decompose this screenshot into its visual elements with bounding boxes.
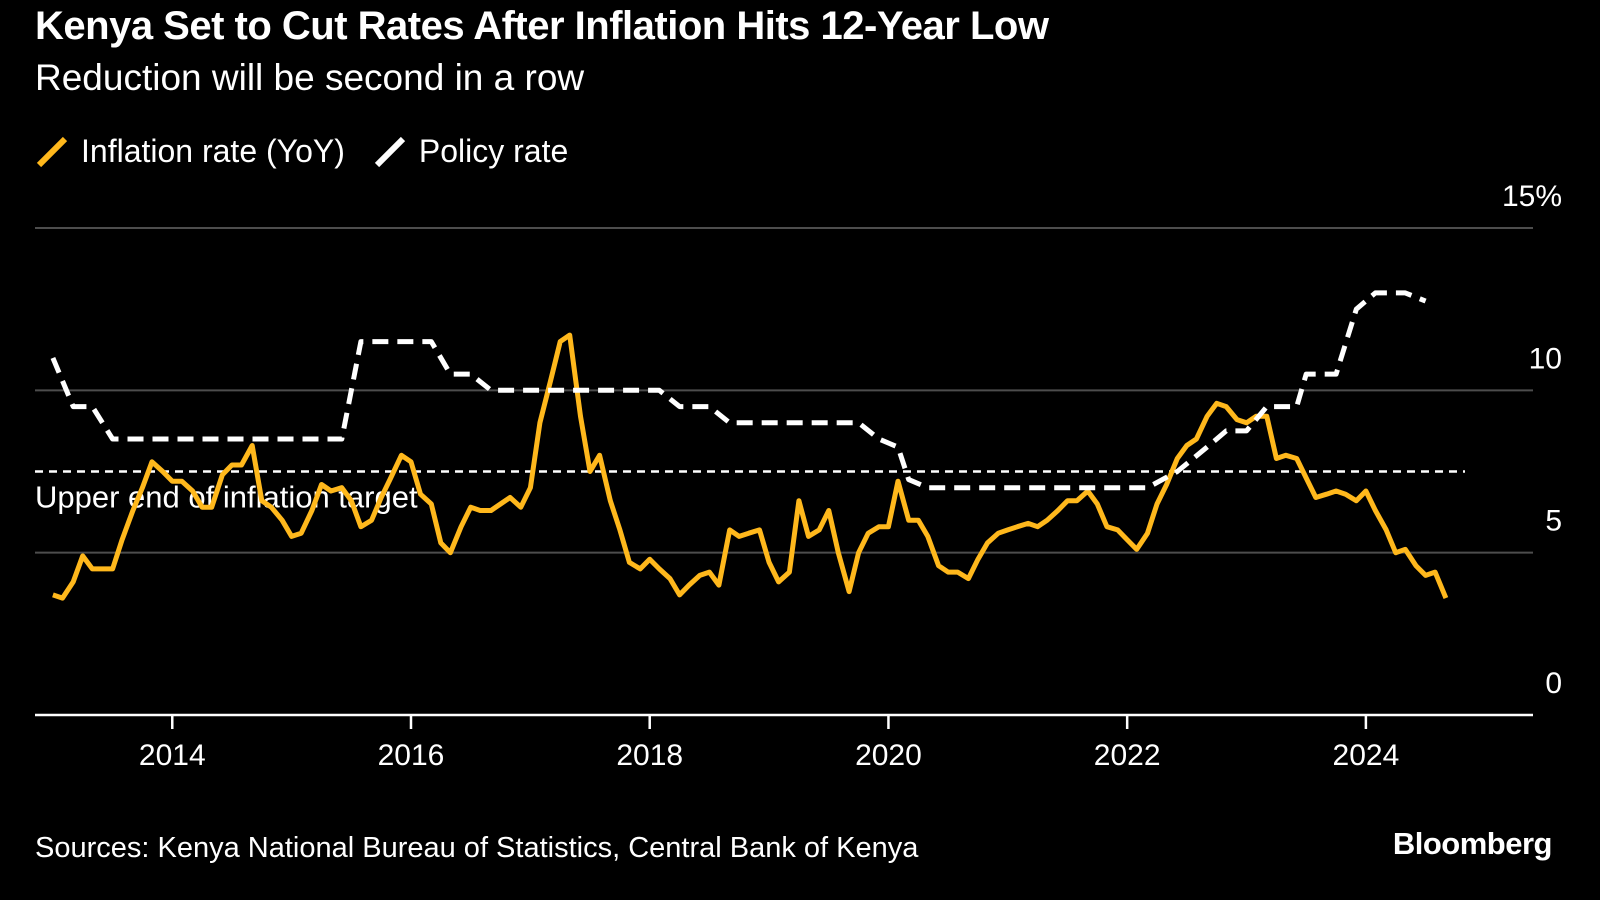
bloomberg-logo: Bloomberg [1392, 826, 1553, 861]
x-tick-label-2014: 2014 [139, 739, 206, 772]
x-tick-label-2020: 2020 [855, 739, 922, 772]
x-tick-label-2024: 2024 [1333, 739, 1400, 772]
y-tick-label-0: 0 [1545, 667, 1562, 700]
series-line-inflation [52, 332, 1449, 601]
chart-title: Kenya Set to Cut Rates After Inflation H… [35, 4, 1049, 48]
legend: Inflation rate (YoY) Policy rate [35, 133, 596, 170]
legend-item-policy: Policy rate [373, 133, 568, 170]
source-note: Sources: Kenya National Bureau of Statis… [35, 832, 919, 864]
y-tick-label-15: 15% [1502, 180, 1562, 213]
y-tick-label-10: 10 [1529, 342, 1562, 375]
legend-label-inflation: Inflation rate (YoY) [81, 133, 345, 169]
x-tick-label-2016: 2016 [378, 739, 445, 772]
legend-swatch-inflation [36, 136, 68, 167]
series-line-policy [50, 290, 1427, 491]
legend-item-inflation: Inflation rate (YoY) [35, 133, 345, 170]
legend-label-policy: Policy rate [418, 133, 569, 169]
inflation-target-label: Upper end of inflation target [35, 480, 418, 515]
y-tick-label-5: 5 [1545, 505, 1562, 538]
x-tick-label-2022: 2022 [1094, 739, 1161, 772]
chart-subtitle: Reduction will be second in a row [35, 57, 585, 98]
legend-swatch-policy [374, 136, 405, 167]
x-tick-label-2018: 2018 [616, 739, 683, 772]
